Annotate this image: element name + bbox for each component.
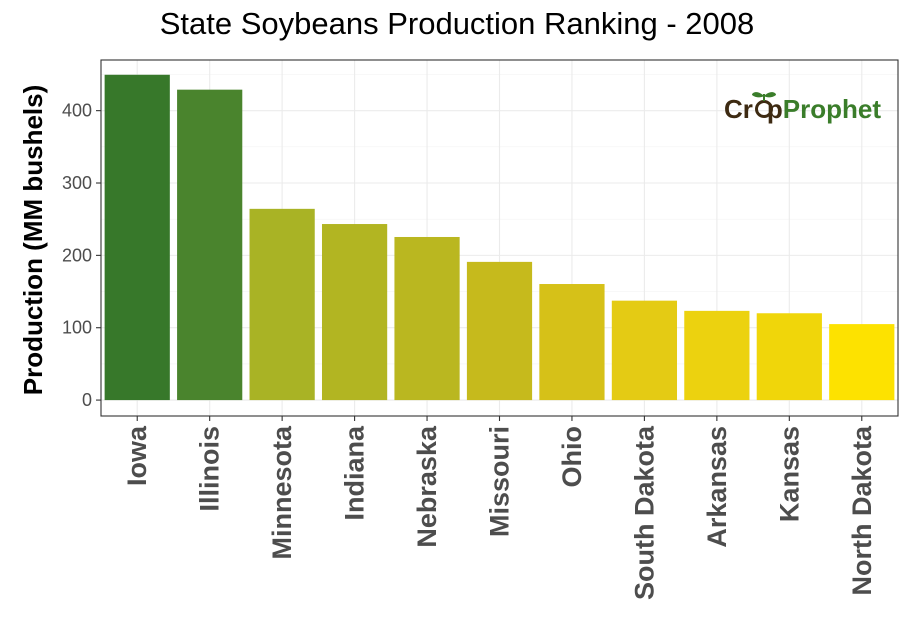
x-tick-label: South Dakota bbox=[629, 425, 659, 600]
bar-ohio bbox=[539, 284, 605, 401]
bar-indiana bbox=[321, 224, 388, 401]
logo-text-o: p bbox=[767, 94, 783, 124]
x-tick-label: Minnesota bbox=[267, 425, 297, 559]
x-tick-label: Indiana bbox=[340, 425, 370, 520]
cropprophet-logo: Cr pProphet bbox=[724, 92, 881, 124]
y-tick-label: 200 bbox=[62, 245, 92, 265]
bar-arkansas bbox=[684, 310, 750, 401]
bar-iowa bbox=[104, 74, 170, 401]
logo-text-crop: Cr bbox=[724, 94, 753, 124]
bar-north-dakota bbox=[829, 324, 895, 401]
y-tick-label: 400 bbox=[62, 101, 92, 121]
y-tick-label: 300 bbox=[62, 173, 92, 193]
x-tick-label: Kansas bbox=[774, 426, 804, 522]
chart-title: State Soybeans Production Ranking - 2008 bbox=[159, 6, 755, 41]
bar-missouri bbox=[466, 261, 533, 401]
bar-illinois bbox=[177, 89, 243, 401]
bar-nebraska bbox=[394, 236, 460, 401]
x-tick-label: Arkansas bbox=[702, 426, 732, 548]
y-axis: 0 100 200 300 400 bbox=[62, 101, 101, 410]
y-tick-label: 0 bbox=[82, 390, 92, 410]
bar-kansas bbox=[756, 313, 822, 401]
y-tick-label: 100 bbox=[62, 318, 92, 338]
x-axis: Iowa Illinois Minnesota Indiana Nebraska Miss… bbox=[122, 416, 877, 600]
bar-south-dakota bbox=[611, 300, 678, 401]
x-tick-label: Illinois bbox=[195, 426, 225, 512]
bars bbox=[104, 74, 895, 401]
sprout-icon bbox=[752, 92, 776, 118]
x-tick-label: Iowa bbox=[122, 425, 152, 486]
x-tick-label: Missouri bbox=[485, 426, 515, 537]
bar-minnesota bbox=[249, 208, 315, 401]
x-tick-label: North Dakota bbox=[847, 425, 877, 595]
x-tick-label: Nebraska bbox=[412, 425, 442, 548]
x-tick-label: Ohio bbox=[557, 426, 587, 488]
logo-text-prophet: Prophet bbox=[783, 94, 882, 124]
y-axis-title: Production (MM bushels) bbox=[18, 85, 48, 396]
